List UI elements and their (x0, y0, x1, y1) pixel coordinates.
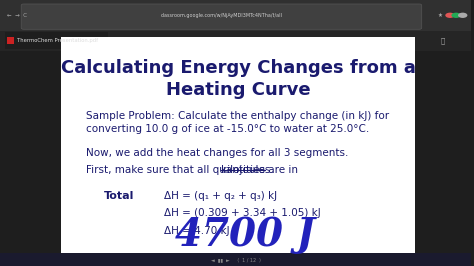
Circle shape (451, 13, 461, 18)
Text: ΔH = 4.70 kJ: ΔH = 4.70 kJ (164, 226, 229, 236)
FancyBboxPatch shape (0, 31, 471, 51)
Text: Sample Problem: Calculate the enthalpy change (in kJ) for
converting 10.0 g of i: Sample Problem: Calculate the enthalpy c… (86, 111, 389, 134)
Text: ThermoChem Presentation.pdf: ThermoChem Presentation.pdf (18, 38, 99, 43)
Circle shape (445, 13, 455, 18)
Circle shape (458, 13, 467, 18)
FancyBboxPatch shape (5, 32, 109, 49)
Text: 4700 J: 4700 J (175, 215, 315, 253)
Text: ◄  ▮▮  ►     ⟨  1 / 12  ⟩: ◄ ▮▮ ► ⟨ 1 / 12 ⟩ (210, 257, 261, 262)
Text: Calculating Energy Changes from a
Heating Curve: Calculating Energy Changes from a Heatin… (61, 59, 415, 99)
Text: ⎙: ⎙ (441, 37, 445, 44)
Text: First, make sure that all quantities are in: First, make sure that all quantities are… (86, 165, 301, 175)
FancyBboxPatch shape (21, 4, 422, 29)
Text: Total: Total (104, 191, 134, 201)
Text: ★: ★ (438, 13, 443, 18)
Bar (7, 37, 14, 44)
Text: ΔH = (q₁ + q₂ + q₃) kJ: ΔH = (q₁ + q₂ + q₃) kJ (164, 191, 277, 201)
FancyBboxPatch shape (0, 253, 471, 266)
Text: ΔH = (0.309 + 3.34 + 1.05) kJ: ΔH = (0.309 + 3.34 + 1.05) kJ (164, 209, 320, 218)
Text: kilojoules.: kilojoules. (221, 165, 274, 175)
Text: ←  →  C: ← → C (7, 13, 27, 18)
Text: classroom.google.com/w/NjAyMDI3MTc4NTha/t/all: classroom.google.com/w/NjAyMDI3MTc4NTha/… (161, 13, 283, 18)
Text: Now, we add the heat changes for all 3 segments.: Now, we add the heat changes for all 3 s… (86, 148, 348, 158)
FancyBboxPatch shape (61, 37, 415, 254)
FancyBboxPatch shape (0, 0, 471, 31)
